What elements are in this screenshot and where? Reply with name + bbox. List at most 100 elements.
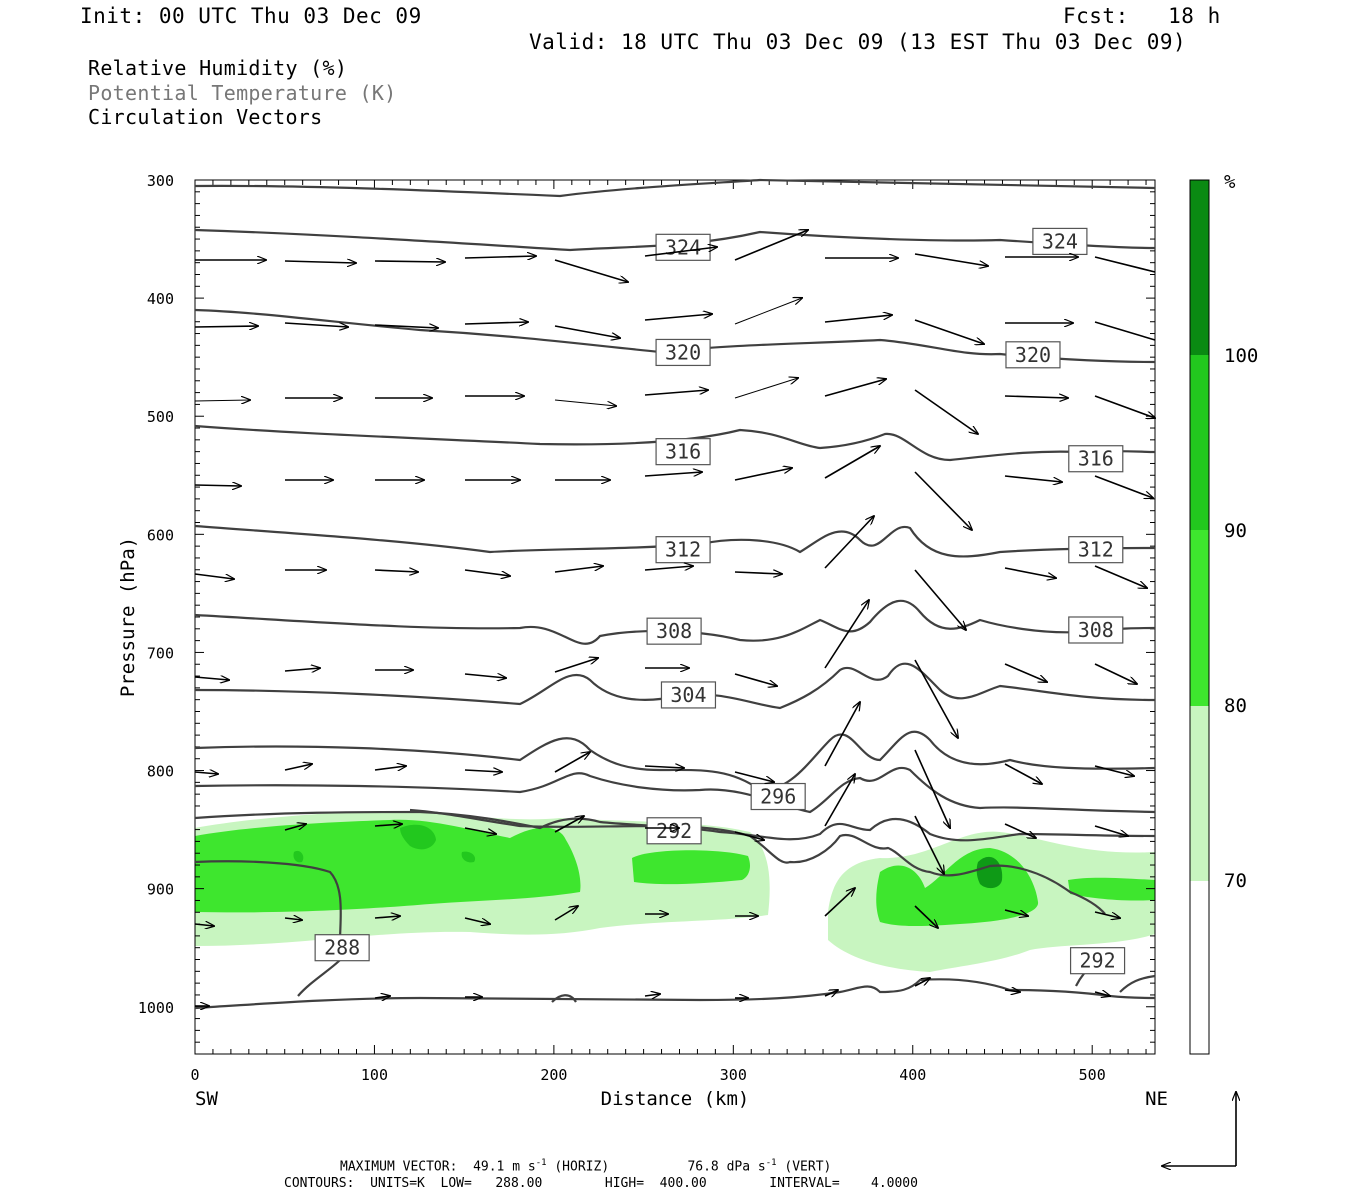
y-axis-label: Pressure (hPa) [117, 537, 139, 697]
colorbar-band-80 [1190, 530, 1209, 706]
contour-label: 292 [1069, 947, 1126, 975]
circulation-vector [734, 378, 798, 399]
circulation-vector [1004, 663, 1047, 682]
contour-label: 324 [655, 233, 711, 261]
circulation-vector [194, 485, 241, 486]
circulation-vector [1094, 256, 1156, 273]
circulation-vector [1094, 663, 1137, 684]
max-vert-note: (VERT) [784, 1159, 832, 1175]
y-tick-labels: 300 400 500 600 700 800 900 1000 [138, 172, 174, 1017]
contour-label: 316 [1068, 445, 1124, 473]
circulation-vector [464, 256, 536, 258]
circulation-vector [464, 569, 510, 576]
colorbar-level-70: 70 [1224, 870, 1247, 892]
colorbar-band-100 [1190, 180, 1209, 355]
theta-contour [194, 978, 1156, 1010]
circulation-vector [1094, 475, 1153, 498]
circulation-vector [554, 816, 584, 833]
contour-label-text: 304 [670, 683, 706, 707]
circulation-vector [644, 766, 684, 768]
circulation-vector [914, 905, 938, 928]
max-horiz-value: 49.1 [473, 1159, 505, 1175]
contour-label-box [1068, 616, 1124, 644]
legend-potential-temperature: Potential Temperature (K) [88, 81, 397, 105]
contour-label-box [314, 934, 370, 962]
contour-label: 308 [1068, 616, 1124, 644]
x-tick-label: 0 [190, 1066, 199, 1084]
contour-label-text: 308 [656, 619, 692, 643]
contour-label-text: 324 [665, 235, 701, 259]
y-tick-label: 1000 [138, 999, 174, 1017]
y-tick-label: 400 [147, 290, 174, 308]
circulation-vector [374, 824, 402, 826]
y-tick-label: 900 [147, 881, 174, 899]
reference-vector [1162, 1092, 1236, 1166]
theta-contour [1119, 974, 1156, 993]
max-horiz-note: (HORIZ) [554, 1159, 610, 1175]
circulation-vector [194, 400, 250, 401]
contour-label-box [1032, 227, 1088, 256]
circulation-vector [644, 390, 708, 396]
y-tick-label: 300 [147, 172, 174, 190]
circulation-vector [1094, 765, 1134, 776]
circulation-vector [734, 468, 792, 481]
circulation-vector [1004, 990, 1020, 992]
circulation-vector [1094, 911, 1120, 918]
circulation-vector [824, 516, 874, 569]
theta-contour-labels: 324 324 320 320 316 316 312 312 308 308 304 296 292 2… [314, 227, 1126, 975]
contour-label-text: 296 [760, 785, 796, 809]
circulation-vector [194, 326, 258, 327]
contour-label-text: 320 [1015, 343, 1051, 367]
circulation-vectors [194, 230, 1156, 1006]
contour-label-box [750, 782, 806, 811]
circulation-vector [464, 770, 502, 772]
theta-contour [194, 766, 1156, 814]
circulation-vector [734, 298, 802, 325]
circulation-vector [644, 314, 712, 321]
circulation-vector [1094, 825, 1128, 836]
contour-label-text: 288 [324, 936, 360, 960]
contour-label-text: 292 [656, 819, 692, 843]
max-vector-line: MAXIMUM VECTOR: 49.1 m s-1 (HORIZ) 76.8 … [340, 1158, 831, 1174]
circulation-vector [554, 259, 628, 282]
circulation-vector [1094, 321, 1156, 341]
forecast-hour: Fcst: 18 h [1063, 4, 1221, 28]
circulation-vector [914, 815, 944, 874]
circulation-vector [824, 315, 892, 323]
circulation-vector [644, 472, 702, 477]
contour-label-text: 312 [665, 538, 701, 562]
colorbar-unit: % [1224, 171, 1236, 193]
theta-contour [194, 662, 1156, 710]
circulation-vector [644, 994, 660, 996]
contour-label: 312 [1068, 536, 1124, 564]
circulation-vector [1004, 396, 1068, 398]
x-axis-start-label: SW [195, 1088, 218, 1110]
contour-label: 296 [750, 782, 806, 811]
circulation-vector [194, 772, 218, 774]
rh-80-region [195, 819, 581, 913]
x-axis-end-label: NE [1145, 1088, 1168, 1110]
circulation-vector [644, 247, 717, 257]
contour-label-box [660, 681, 717, 709]
legend-circulation-vectors: Circulation Vectors [88, 105, 323, 129]
valid-time: Valid: 18 UTC Thu 03 Dec 09 (13 EST Thu … [529, 30, 1187, 54]
theta-contour [194, 524, 1156, 558]
circulation-vector [464, 827, 496, 834]
rh-80-region [1068, 877, 1155, 901]
circulation-vector [1004, 823, 1036, 838]
circulation-vector [914, 389, 978, 434]
circulation-vector [554, 752, 590, 773]
circulation-vector [914, 978, 930, 987]
circulation-vector [914, 659, 958, 738]
circulation-vector [1004, 475, 1062, 482]
circulation-vector [464, 674, 506, 678]
max-vert-unit: dPa s [726, 1159, 766, 1175]
contour-label: 320 [655, 338, 711, 367]
unit-exponent: -1 [765, 1158, 777, 1168]
x-tick-labels: 0 100 200 300 400 500 [190, 1066, 1105, 1084]
contour-label-text: 308 [1078, 618, 1114, 642]
theta-contour [194, 599, 1156, 645]
circulation-vector [554, 399, 616, 406]
circulation-vector [824, 379, 886, 397]
circulation-vector [554, 658, 598, 673]
